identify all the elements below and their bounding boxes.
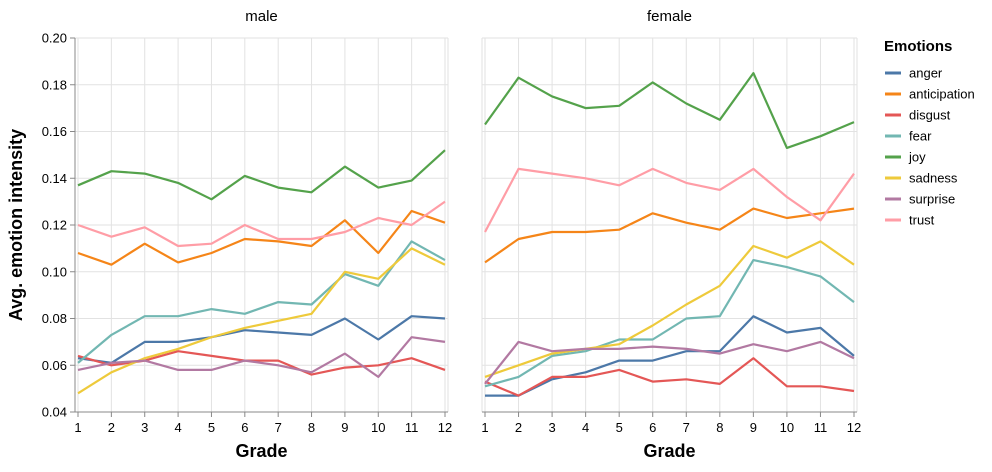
facet-title-female: female xyxy=(647,8,692,25)
x-tick-label: 10 xyxy=(371,420,385,435)
x-axis-title: Grade xyxy=(643,441,695,461)
y-tick-label: 0.06 xyxy=(42,358,67,373)
y-tick-label: 0.20 xyxy=(42,31,67,46)
x-tick-label: 9 xyxy=(341,420,348,435)
legend: Emotions anger anticipation disgust fear joy s… xyxy=(884,38,975,228)
legend-label-disgust: disgust xyxy=(909,108,951,123)
x-tick-label: 5 xyxy=(208,420,215,435)
series-line-anger xyxy=(485,315,855,397)
series-line-fear xyxy=(484,259,855,388)
legend-label-anger: anger xyxy=(909,66,943,81)
x-tick-label: 1 xyxy=(74,420,81,435)
x-tick-label: 4 xyxy=(582,420,589,435)
x-tick-label: 5 xyxy=(616,420,623,435)
legend-label-surprise: surprise xyxy=(909,192,955,207)
series-line-surprise xyxy=(77,336,446,378)
y-tick-label: 0.10 xyxy=(42,264,67,279)
x-tick-label: 3 xyxy=(141,420,148,435)
x-tick-label: 11 xyxy=(814,420,828,435)
series-line-fear xyxy=(77,240,446,364)
legend-label-fear: fear xyxy=(909,129,932,144)
series-line-sadness xyxy=(484,240,855,378)
x-tick-label: 7 xyxy=(683,420,690,435)
series-line-joy xyxy=(77,149,446,201)
x-tick-label: 8 xyxy=(716,420,723,435)
legend-label-sadness: sadness xyxy=(909,171,958,186)
y-tick-label: 0.14 xyxy=(42,171,67,186)
legend-label-trust: trust xyxy=(909,213,935,228)
x-tick-label: 10 xyxy=(780,420,794,435)
y-tick-label: 0.04 xyxy=(42,405,67,420)
y-tick-label: 0.08 xyxy=(42,311,67,326)
legend-title: Emotions xyxy=(884,38,952,55)
series-line-anticipation xyxy=(77,209,446,266)
x-tick-label: 4 xyxy=(174,420,181,435)
x-tick-label: 8 xyxy=(308,420,315,435)
x-tick-label: 2 xyxy=(108,420,115,435)
y-tick-label: 0.16 xyxy=(42,124,67,139)
facet-panel-male: 1 2 3 4 5 6 7 8 9 10 11 120.040.060.080.100.120.140… xyxy=(42,8,453,461)
y-tick-label: 0.12 xyxy=(42,218,67,233)
x-tick-label: 6 xyxy=(241,420,248,435)
x-tick-label: 9 xyxy=(750,420,757,435)
series-line-anticipation xyxy=(484,207,855,264)
x-tick-label: 12 xyxy=(847,420,861,435)
facet-title-male: male xyxy=(245,8,278,25)
series-line-disgust xyxy=(484,357,855,397)
y-axis-title: Avg. emotion intensity xyxy=(6,129,26,321)
legend-label-joy: joy xyxy=(908,150,926,165)
legend-label-anticipation: anticipation xyxy=(909,87,975,102)
series-line-trust xyxy=(77,200,446,248)
x-tick-label: 2 xyxy=(515,420,522,435)
x-tick-label: 3 xyxy=(548,420,555,435)
series-line-surprise xyxy=(484,340,855,385)
y-tick-label: 0.18 xyxy=(42,77,67,92)
series-line-joy xyxy=(484,71,855,149)
series-line-trust xyxy=(484,167,855,233)
x-tick-label: 7 xyxy=(275,420,282,435)
x-tick-label: 6 xyxy=(649,420,656,435)
x-tick-label: 11 xyxy=(405,420,419,435)
x-axis-title: Grade xyxy=(235,441,287,461)
x-tick-label: 1 xyxy=(481,420,488,435)
series-line-anger xyxy=(77,315,446,364)
x-tick-label: 12 xyxy=(438,420,452,435)
